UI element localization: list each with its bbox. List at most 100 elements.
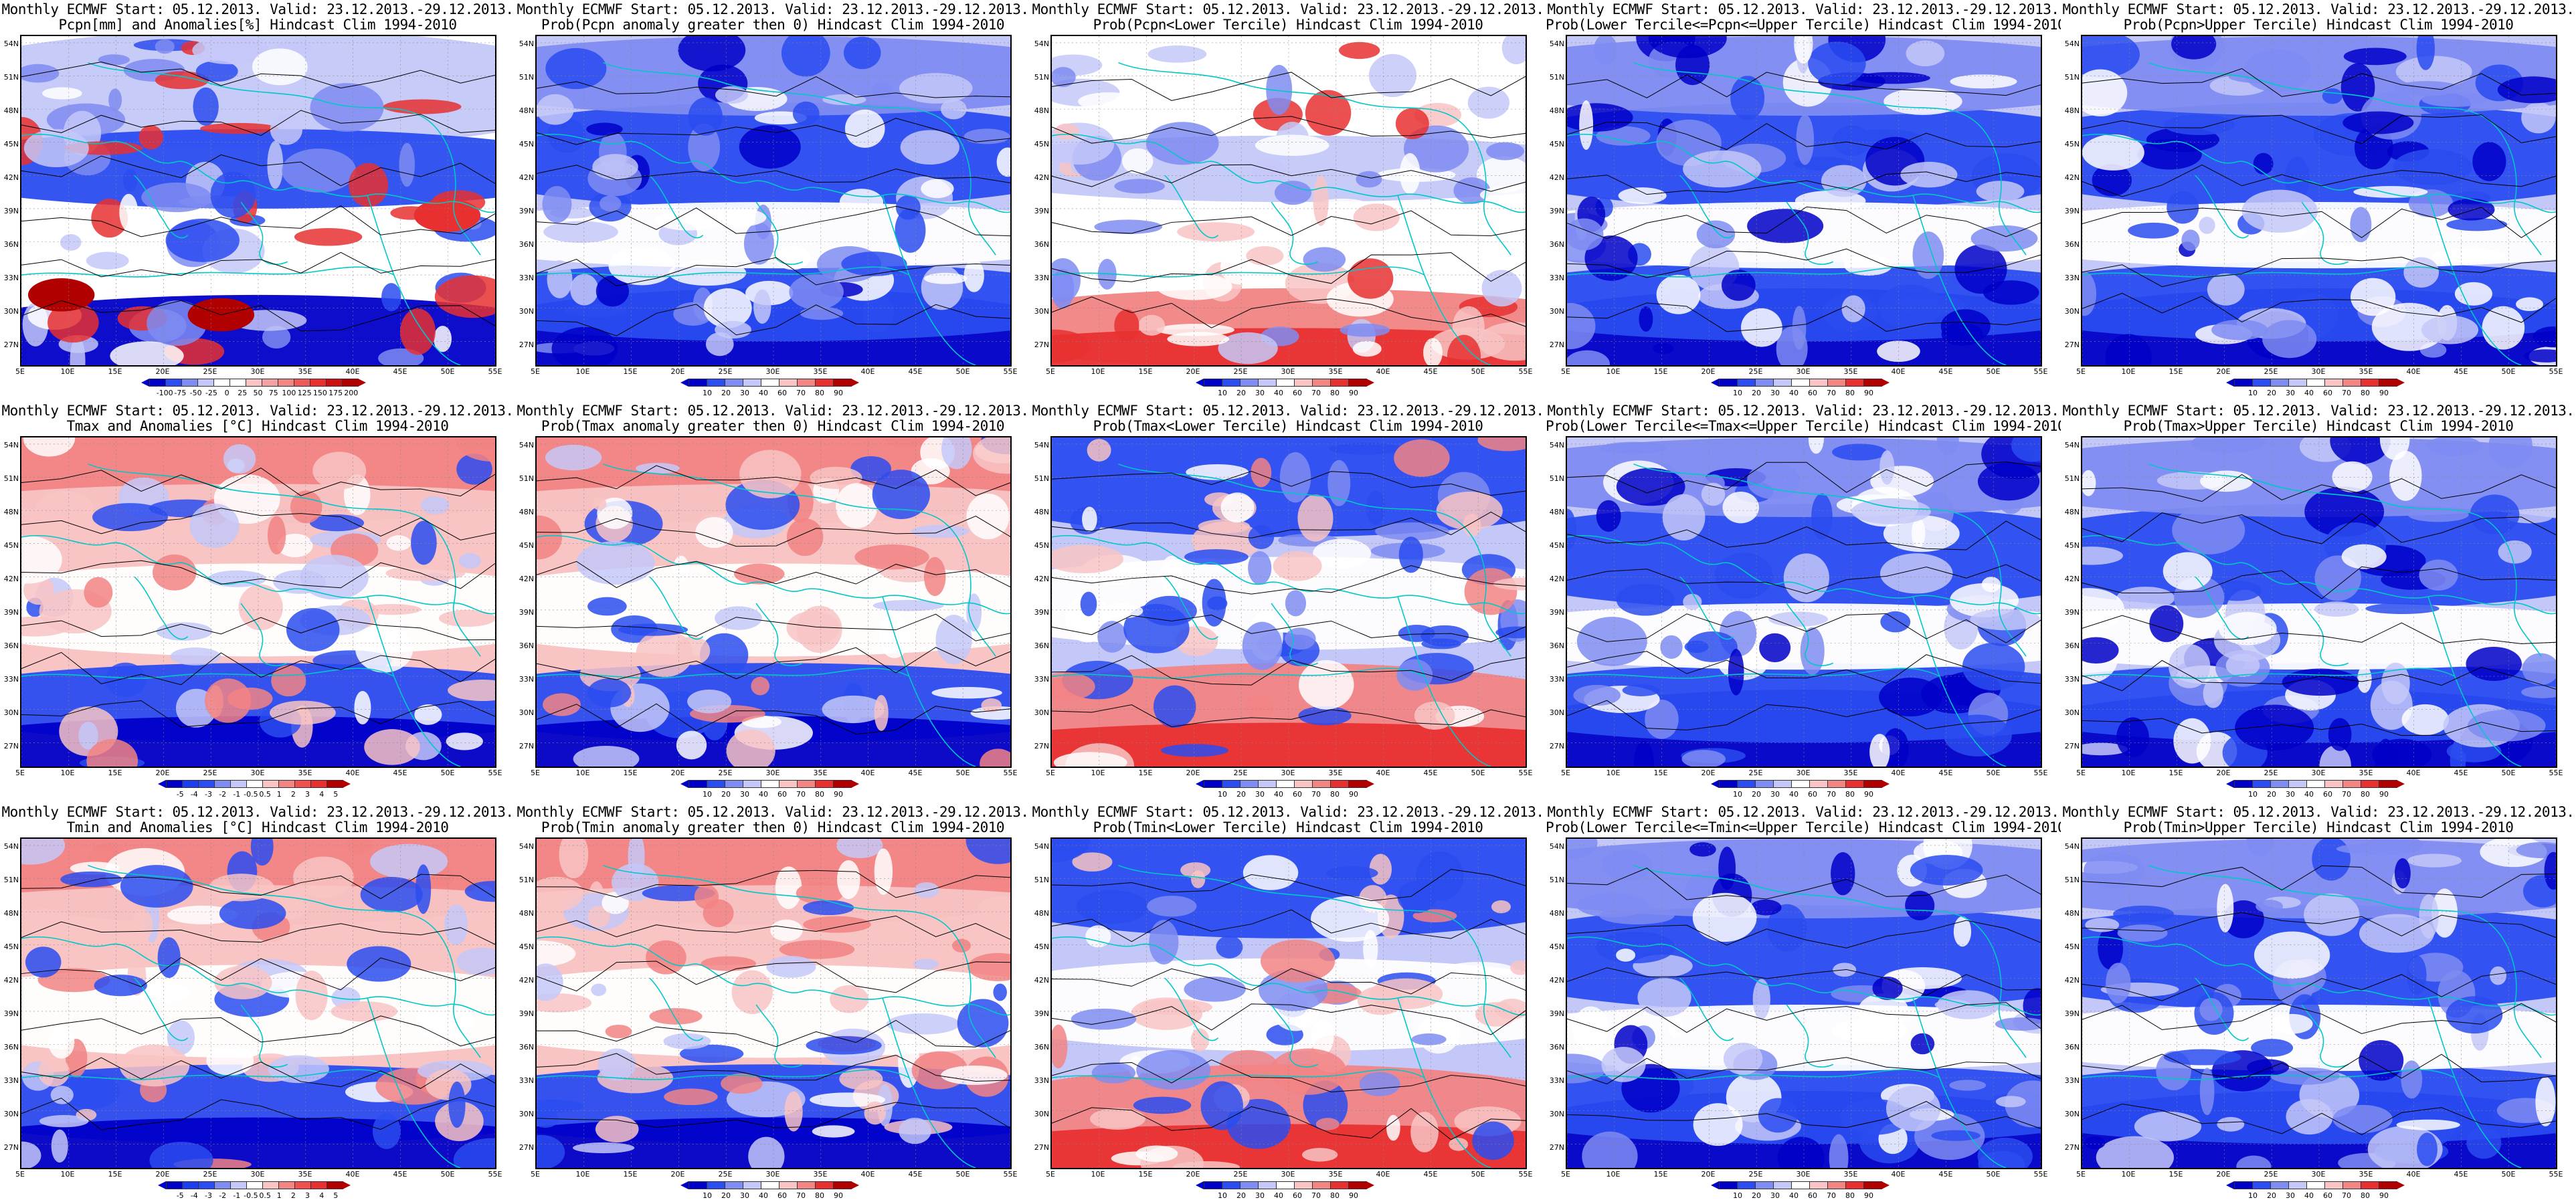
field-blob [695,517,733,548]
contour-line [1052,296,1526,328]
colorbar-label: -25 [205,389,217,397]
colorbar-label: 60 [1293,790,1302,799]
longitude-tick-label: 30E [1796,769,1811,777]
contour-line [1567,72,2041,98]
field-blob [1596,500,1621,532]
panel-title-line-1: Monthly ECMWF Start: 05.12.2013. Valid: … [2062,804,2575,820]
colorbar-label: -2 [219,1191,227,1200]
panel-title-line-1: Monthly ECMWF Start: 05.12.2013. Valid: … [1,403,514,419]
latitude-tick-label: 51N [1549,876,1564,884]
colorbar-label: 30 [1255,1191,1265,1200]
field-blob [2371,738,2432,767]
longitude-tick-label: 20E [1186,769,1200,777]
map-field-svg [21,36,495,365]
field-blob [699,633,749,677]
map-field-svg [2082,437,2556,767]
field-blob [2199,997,2223,1021]
colorbar-cell [1276,379,1295,387]
longitude-tick-label: 10E [575,367,590,376]
colorbar-right-arrow [1881,379,1890,387]
coastline [882,997,976,1168]
colorbar-label: 20 [2267,790,2276,799]
colorbar-cell [1773,1181,1792,1189]
colorbar-label: 20 [2267,1191,2276,1200]
field-blob [1248,551,1272,585]
map-panel: Monthly ECMWF Start: 05.12.2013. Valid: … [2061,401,2576,803]
field-blob [2082,546,2124,565]
latitude-tick-label: 33N [1549,1076,1564,1085]
field-blob [54,524,116,554]
contour-line [537,915,1010,940]
longitude-tick-label: 45E [393,367,407,376]
coastline [2082,1069,2456,1080]
contour-line [1052,565,1526,595]
field-blob [872,599,944,611]
forecast-map [2081,837,2557,1169]
colorbar-cell [1258,780,1277,788]
contour-line [1052,470,1526,496]
coastline [603,864,936,919]
latitude-tick-label: 27N [2064,340,2080,349]
field-blob [1353,203,1400,231]
field-blob [1396,659,1433,691]
field-blob [1616,948,1636,962]
colorbar-cell [707,780,725,788]
colorbar-left-arrow [680,379,688,387]
colorbar-label: 20 [721,389,731,397]
field-blob [2173,718,2211,764]
panel-title-line-2: Prob(Tmin>Upper Tercile) Hindcast Clim 1… [2123,819,2514,835]
longitude-tick-label: 20E [155,367,170,376]
latitude-tick-label: 45N [2064,541,2080,550]
contour-line [1567,868,2041,900]
latitude-tick-label: 51N [1549,73,1564,82]
colorbar-cell [833,780,852,788]
latitude-tick-label: 48N [1034,106,1049,115]
forecast-map [1566,35,2042,367]
field-blob [2113,905,2174,922]
forecast-map [535,35,1012,367]
field-blob [86,738,139,767]
latitude-tick-label: 33N [1549,675,1564,684]
contour-line [2082,615,2556,644]
longitude-tick-label: 5E [15,769,25,777]
contour-line [1052,1106,1526,1140]
panel-title-line-1: Monthly ECMWF Start: 05.12.2013. Valid: … [1,804,514,820]
longitude-tick-label: 20E [155,769,170,777]
longitude-tick-label: 35E [813,367,828,376]
field-blob [1253,159,1285,185]
field-blob [2488,437,2533,469]
latitude-tick-label: 54N [1034,441,1049,449]
colorbar-left-arrow [141,379,149,387]
field-blob [2181,229,2200,252]
field-blob [1662,494,1706,541]
latitude-tick-label: 45N [1034,942,1049,951]
latitude-tick-label: 42N [519,173,534,182]
longitude-tick-label: 25E [718,367,733,376]
longitude-tick-label: 30E [2311,769,2326,777]
field-blob [2472,142,2506,181]
contour-line [21,874,495,900]
field-blob [1912,231,1944,279]
colorbar-cell [149,379,166,387]
colorbar-cell [327,780,343,788]
field-blob [2446,996,2503,1034]
field-blob [37,1056,70,1087]
panel-title-line-1: Monthly ECMWF Start: 05.12.2013. Valid: … [1032,1,1544,17]
field-blob [1596,126,1651,146]
colorbar-left-arrow [2226,1181,2234,1189]
colorbar-label: 90 [834,389,843,397]
field-blob [2332,461,2373,492]
latitude-tick-label: 36N [519,641,534,650]
colorbar-left-arrow [158,780,166,788]
colorbar-label: 60 [1808,790,1817,799]
colorbar-label: 100 [282,389,296,397]
field-blob [844,109,885,148]
latitude-tick-label: 33N [519,1076,534,1085]
colorbar-label: 90 [1864,1191,1873,1200]
field-blob [1944,714,2012,757]
coastline [1271,201,1319,265]
colorbar-label: 70 [2342,389,2351,397]
longitude-tick-label: 30E [765,769,780,777]
longitude-tick-label: 20E [2216,367,2231,376]
field-blob [1880,611,1911,633]
